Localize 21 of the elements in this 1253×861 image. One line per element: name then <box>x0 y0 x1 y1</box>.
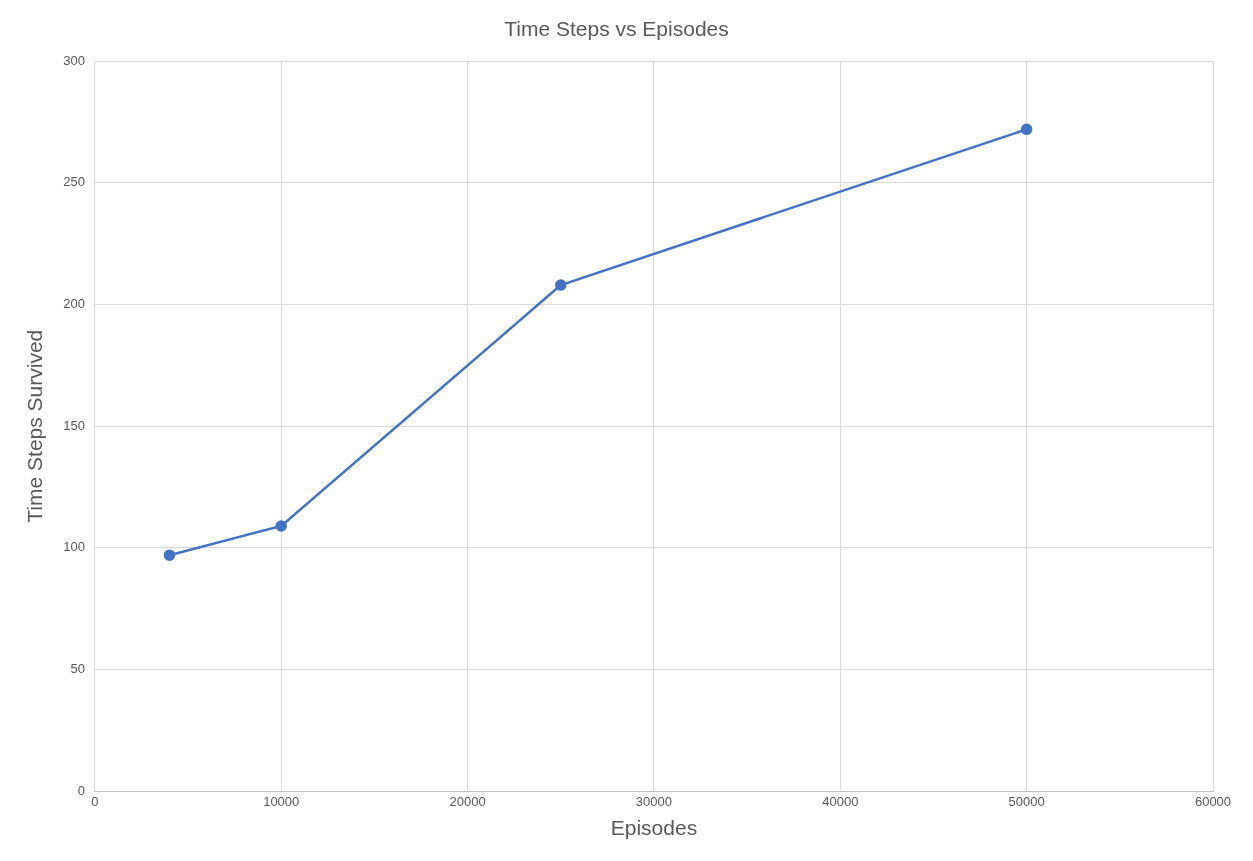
x-tick-label: 60000 <box>1194 793 1232 809</box>
x-tick-label: 40000 <box>822 793 859 809</box>
y-tick-label: 300 <box>63 52 85 68</box>
x-tick-label: 50000 <box>1008 793 1045 809</box>
y-tick-label: 250 <box>63 174 85 190</box>
x-tick-label: 20000 <box>449 793 486 809</box>
y-tick-label: 50 <box>70 661 85 677</box>
x-axis-title: Episodes <box>610 816 698 840</box>
chart-title: Time Steps vs Episodes <box>504 17 729 41</box>
y-tick-label: 150 <box>63 417 85 433</box>
y-axis-title: Time Steps Survived <box>23 329 47 523</box>
y-tick-label: 100 <box>63 539 85 555</box>
y-tick-label: 0 <box>77 782 85 798</box>
point <box>275 520 287 532</box>
point <box>163 549 176 561</box>
x-tick-label: 0 <box>91 793 99 809</box>
point <box>1020 123 1033 136</box>
point <box>555 279 567 291</box>
y-tick-label: 200 <box>63 296 85 312</box>
x-tick-label: 10000 <box>263 793 300 809</box>
x-tick-label: 30000 <box>635 793 673 809</box>
